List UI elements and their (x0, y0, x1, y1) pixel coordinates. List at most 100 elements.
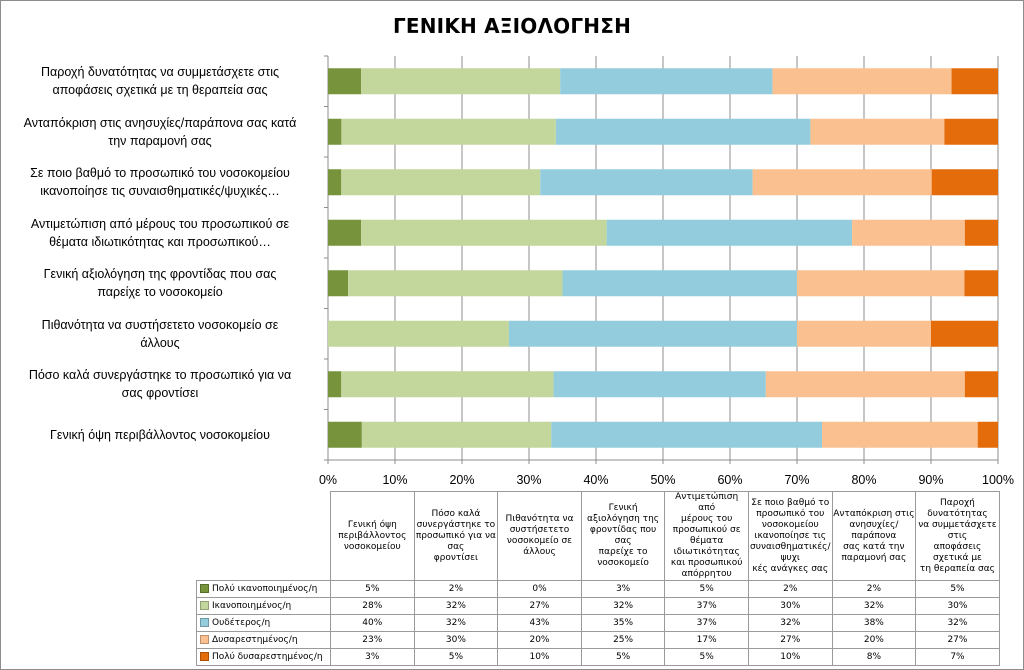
table-column-header: Σε ποιο βαθμό το προσωπικό του νοσοκομείου… (747, 491, 833, 581)
bar-segment (964, 219, 998, 246)
table-column-header-line: σας κατά την (843, 541, 905, 552)
table-cell: 2% (413, 580, 499, 598)
legend-entry: Πολύ δυσαρεστημένος/η (196, 648, 331, 666)
category-label-line: Σε ποιο βαθμό το προσωπικό του νοσοκομεί… (30, 166, 290, 181)
table-cell: 2% (747, 580, 833, 598)
bar-segment (540, 169, 753, 196)
category-label: Πιθανότητα να συστήσετετο νοσοκομείο σε ά… (4, 316, 316, 352)
category-label-line: Πιθανότητα να συστήσετετο νοσοκομείο σε (41, 317, 279, 332)
table-cell: 37% (664, 597, 749, 615)
table-cell: 32% (413, 614, 499, 632)
table-cell: 30% (915, 597, 1000, 615)
chart-title: ΓΕΝΙΚΗ ΑΞΙΟΛΟΓΗΣΗ (392, 14, 632, 38)
category-label-line: Γενική αξιολόγηση της φροντίδας που σας (43, 267, 277, 282)
legend-entry: Ουδέτερος/η (196, 614, 331, 632)
bar-segment (348, 270, 563, 297)
x-tick-label: 40% (583, 473, 608, 487)
category-label-line: παρείχε το νοσοκομείο (97, 285, 223, 300)
table-column-header: Παροχή δυνατότητας να συμμετάσχετε στις απ… (915, 491, 1000, 581)
legend-key (200, 618, 209, 627)
table-cell: 27% (497, 597, 582, 615)
category-label-line: Παροχή δυνατότητας να συμμετάσχετε στις (40, 65, 280, 80)
table-column-header-line: Παροχή δυνατότητας (927, 497, 988, 519)
x-tick-label: 80% (851, 473, 876, 487)
x-tick-label: 90% (918, 473, 943, 487)
table-column-header-line: περιβάλλοντος (338, 530, 407, 541)
category-label: Σε ποιο βαθμό το προσωπικό του νοσοκομεί… (4, 164, 316, 200)
category-label: Παροχή δυνατότητας να συμμετάσχετε στις α… (4, 63, 316, 99)
table-column-header-line: Αντιμετώπιση από (675, 492, 739, 514)
x-tick-label: 100% (982, 473, 1014, 487)
category-label-line: Γενική όψη περιβάλλοντος νοσοκομείου (50, 427, 270, 442)
table-cell: 38% (831, 614, 917, 632)
legend-key (200, 584, 209, 593)
table-column-header-line: Πόσο καλά (431, 508, 481, 519)
table-column-header-line: ανησυχίες/παράπονα (849, 519, 899, 541)
table-column-header-line: νοσοκομείου (343, 541, 401, 552)
x-tick-label: 30% (516, 473, 541, 487)
category-label-line: την παραμονή σας (108, 133, 212, 148)
table-column-header-line: Γενική όψη (347, 519, 397, 530)
table-cell: 2% (831, 580, 917, 598)
table-cell: 5% (915, 580, 1000, 598)
table-column-header-line: συναισθηματικές/ψυχι (750, 541, 831, 563)
table-column-header-line: προσωπικό για να σας (415, 530, 496, 552)
bar-segment (951, 68, 998, 95)
category-label-line: σας φροντίσει (121, 386, 199, 401)
table-corner (196, 491, 331, 581)
table-cell: 3% (330, 648, 415, 666)
table-column-header-line: και προσωπικού (670, 558, 743, 568)
table-row: Δυσαρεστημένος/η 23% 30% 20% 25% 17% 27% 20% 27% (196, 631, 1000, 649)
category-label-line: Πόσο καλά συνεργάστηκε το προσωπικό για … (28, 368, 292, 383)
series-name: Ουδέτερος/η (212, 618, 271, 628)
bar-segment (852, 219, 965, 246)
table-column-header: Πόσο καλά συνεργάστηκε το προσωπικό για να… (413, 491, 499, 581)
bar-segment (931, 169, 998, 196)
bar-segment (328, 68, 362, 95)
table-row: Πολύ δυσαρεστημένος/η 3% 5% 10% 5% 5% 10% 8% 7% (196, 648, 1000, 666)
table-column-header-line: νοσοκομείο σε άλλους (506, 536, 573, 557)
table-column-header-line: φροντίσει (433, 552, 479, 563)
bar-segment (328, 421, 362, 448)
table-cell: 28% (330, 597, 415, 615)
table-column-header-line: Σε ποιο βαθμό το (751, 497, 830, 508)
category-label-line: θέματα ιδιωτικότητας και προσωπικού… (49, 234, 271, 249)
bar-segment (328, 270, 349, 297)
table-column-header-line: τη θεραπεία σας (919, 563, 995, 574)
category-label: Πόσο καλά συνεργάστηκε το προσωπικό για … (4, 366, 316, 402)
table-cell: 0% (497, 580, 582, 598)
table-column-header-line: Πιθανότητα να (505, 514, 574, 524)
bar-segment (931, 320, 998, 347)
table-cell: 10% (747, 648, 833, 666)
table-column-header-line: προσωπικό του (756, 508, 825, 519)
table-column-header: Ανταπόκριση στις ανησυχίες/παράπονα σας κα… (831, 491, 917, 581)
category-label: Γενική όψη περιβάλλοντος νοσοκομείου (4, 426, 316, 444)
table-cell: 32% (580, 597, 666, 615)
table-column-header-line: παραμονή σας (841, 552, 907, 563)
x-tick-label: 10% (382, 473, 407, 487)
bar-segment (944, 118, 998, 145)
table-column-header-line: συστήσετετο (509, 525, 570, 535)
bar-segment (328, 320, 509, 347)
x-tick-label: 60% (717, 473, 742, 487)
x-tick-label: 50% (650, 473, 675, 487)
bar-segment (797, 270, 965, 297)
bar-segment (772, 68, 952, 95)
table-cell: 32% (747, 614, 833, 632)
table-cell: 3% (580, 580, 666, 598)
table-column-header-line: απόρρητου (681, 569, 732, 579)
bar-segment (765, 371, 965, 398)
table-column-header: Αντιμετώπιση από μέρους του προσωπικού σε θ… (664, 491, 749, 581)
table-cell: 30% (747, 597, 833, 615)
series-name: Δυσαρεστημένος/η (212, 635, 298, 645)
series-name: Ικανοποιημένος/η (212, 601, 292, 611)
bar-segment (977, 421, 998, 448)
table-cell: 30% (413, 631, 499, 649)
bar-segment (341, 371, 554, 398)
table-column-header: Γενική όψη περιβάλλοντος νοσοκομείου (330, 491, 415, 581)
bar-segment (551, 421, 823, 448)
table-column-header-line: Γενική αξιολόγηση της (587, 503, 660, 524)
series-name: Πολύ δυσαρεστημένος/η (212, 652, 323, 662)
table-cell: 43% (497, 614, 582, 632)
table-column-header-line: παρείχε το νοσοκομείο (597, 547, 649, 568)
